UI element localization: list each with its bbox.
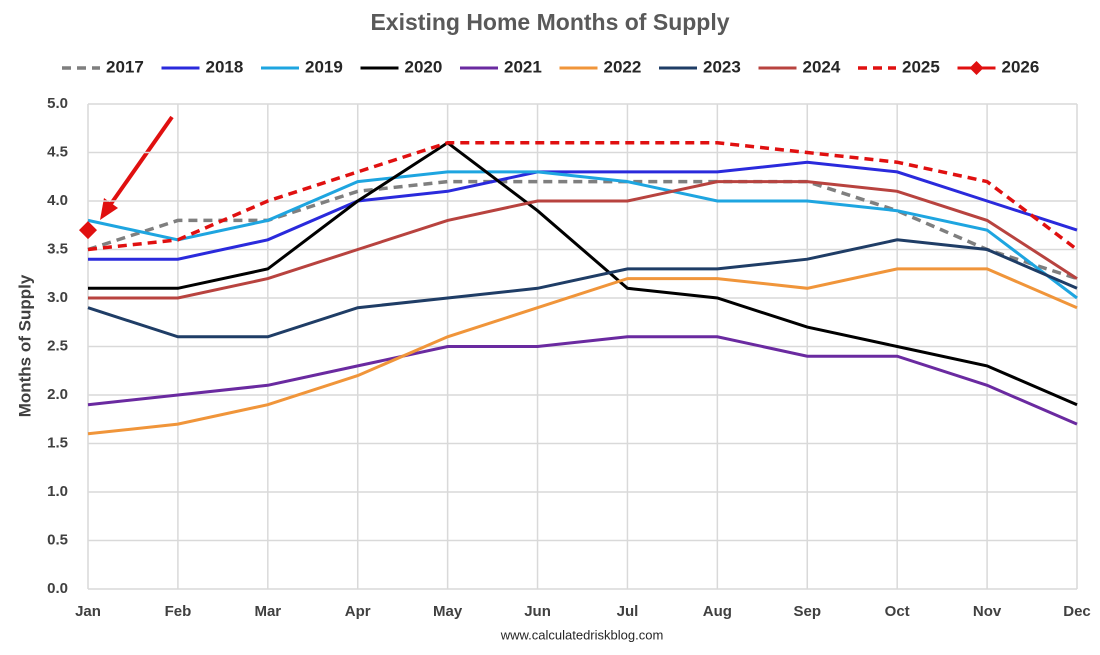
y-tick-label: 5.0 (47, 95, 68, 112)
y-tick-label: 4.0 (47, 192, 68, 209)
legend-label: 2018 (206, 57, 244, 76)
legend-label: 2020 (405, 57, 443, 76)
x-tick-label: May (433, 603, 463, 620)
annotation-arrow (100, 115, 174, 220)
y-tick-label: 3.0 (47, 289, 68, 306)
legend-label: 2026 (1002, 57, 1040, 76)
legend-item: 2020 (360, 57, 443, 76)
legend-label: 2019 (305, 57, 343, 76)
x-tick-label: Jun (524, 603, 551, 620)
legend-item: 2024 (758, 57, 841, 76)
series-line (87, 179, 1078, 281)
legend-item: 2019 (261, 57, 343, 76)
series-line (88, 140, 1078, 407)
y-tick-label: 2.0 (47, 386, 68, 403)
y-tick-label: 2.5 (47, 337, 68, 354)
y-tick-label: 0.5 (47, 531, 68, 548)
legend-item: 2022 (559, 57, 642, 76)
x-tick-label: Mar (254, 603, 281, 620)
series-line (87, 238, 1078, 339)
source: www.calculatedriskblog.com (500, 627, 664, 642)
y-axis-label: Months of Supply (15, 274, 34, 417)
y-tick-label: 1.5 (47, 434, 68, 451)
x-tick-label: Aug (703, 603, 732, 620)
y-tick-label: 1.0 (47, 483, 68, 500)
legend-marker (969, 61, 984, 75)
legend-item: 2021 (460, 57, 542, 76)
legend-label: 2021 (504, 57, 542, 76)
series-line (87, 335, 1078, 426)
x-tick-label: Nov (973, 603, 1002, 620)
series-line (88, 180, 1078, 300)
series-line (87, 267, 1078, 436)
x-tick-label: Oct (885, 603, 910, 620)
legend-label: 2023 (703, 57, 741, 76)
series-line (88, 160, 1078, 261)
legend-item: 2026 (957, 57, 1040, 76)
legend-item: 2023 (659, 57, 741, 76)
x-tick-label: Sep (794, 603, 822, 620)
x-tick-label: Jul (617, 603, 639, 620)
legend-item: 2025 (858, 57, 940, 76)
legend-item: 2017 (62, 57, 144, 76)
x-tick-label: Jan (75, 603, 101, 620)
y-tick-label: 3.5 (47, 240, 68, 257)
data-point (79, 221, 97, 240)
legend-item: 2018 (161, 57, 244, 76)
legend-label: 2017 (106, 57, 144, 76)
legend-label: 2022 (604, 57, 642, 76)
x-tick-label: Dec (1063, 603, 1091, 620)
legend-label: 2025 (902, 57, 940, 76)
x-tick-label: Feb (165, 603, 192, 620)
legend-label: 2024 (803, 57, 841, 76)
chart-title: Existing Home Months of Supply (370, 9, 729, 35)
y-tick-label: 4.5 (47, 143, 68, 160)
series-line (87, 141, 1079, 252)
y-tick-label: 0.0 (47, 580, 68, 597)
x-tick-label: Apr (345, 603, 371, 620)
series-line (87, 170, 1078, 300)
